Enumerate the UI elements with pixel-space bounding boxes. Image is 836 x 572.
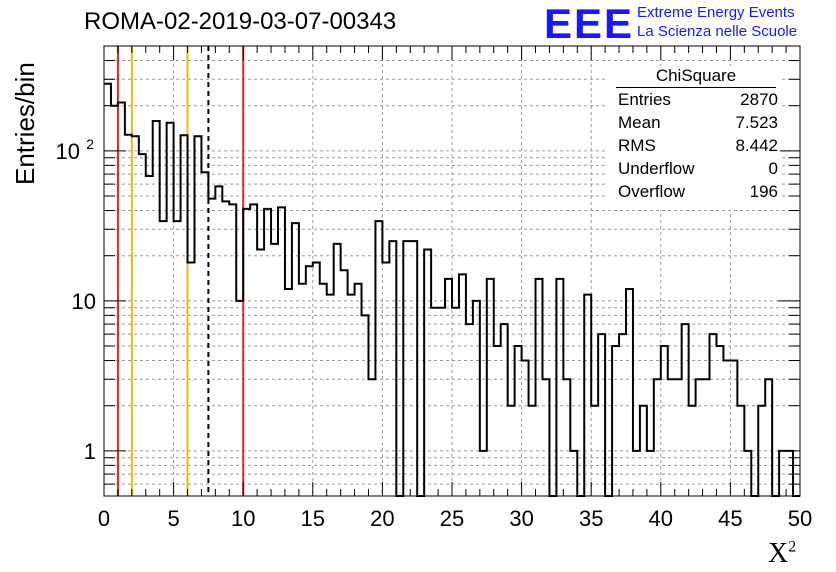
stats-label: Mean [618,113,661,132]
x-tick-label: 10 [231,506,255,531]
stats-row-overflow: Overflow 196 [610,180,778,203]
x-tick-label: 45 [718,506,742,531]
histogram-series [104,82,800,497]
x-tick-label: 35 [579,506,603,531]
grid [104,45,800,497]
stats-row-mean: Mean 7.523 [610,111,778,134]
stats-value: 0 [768,159,778,178]
stats-box: ChiSquare Entries 2870 Mean 7.523 RMS 8.442… [610,66,778,203]
stats-row-rms: RMS 8.442 [610,134,778,157]
stats-label: Entries [618,90,671,109]
logo-line-1: Extreme Energy Events [637,4,795,21]
x-tick-label: 0 [98,506,110,531]
x-axis-label: X2 [768,538,796,570]
x-tick-label: 15 [301,506,325,531]
x-tick-label: 50 [788,506,812,531]
y-tick-label: 10 [56,139,80,164]
reference-lines [116,46,245,496]
y-tick-label: 10 [72,289,96,314]
chart-title: ROMA-02-2019-03-07-00343 [84,8,397,35]
stats-value: 7.523 [735,113,778,132]
stats-label: Overflow [618,182,686,201]
axes: 0 5 10 15 20 25 30 35 40 45 50 1 10 10 2 [56,45,812,531]
stats-label: RMS [618,136,656,155]
x-tick-label: 40 [649,506,673,531]
stats-label: Underflow [618,159,695,178]
x-tick-label: 20 [370,506,394,531]
y-axis-label-box: Entries/bin [6,62,40,190]
stats-value: 2870 [740,90,778,109]
x-axis-label-sup: 2 [788,538,797,556]
histogram-line [104,82,800,497]
x-axis-label-text: X [768,538,789,569]
x-tick-label: 25 [440,506,464,531]
stats-value: 196 [749,182,778,201]
y-axis-label: Entries/bin [10,62,40,185]
y-tick-label-exponent: 2 [86,136,94,152]
eee-logo: EEE [544,0,635,47]
stats-box-title: ChiSquare [616,66,776,88]
stats-box-background [608,66,780,210]
y-tick-label: 1 [84,439,96,464]
stats-row-entries: Entries 2870 [610,88,778,111]
stats-row-underflow: Underflow 0 [610,157,778,180]
x-tick-label: 30 [509,506,533,531]
stats-value: 8.442 [735,136,778,155]
logo-line-2: La Scienza nelle Scuole [637,23,798,40]
stats-box-fill [608,66,780,210]
x-tick-label: 5 [167,506,179,531]
